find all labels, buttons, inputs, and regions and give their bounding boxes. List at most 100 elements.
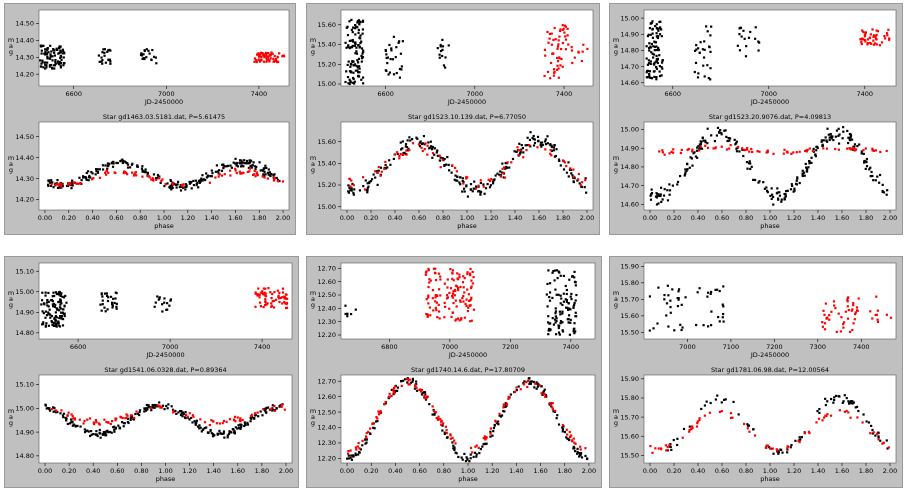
data-point-red — [771, 447, 774, 450]
data-point-red — [872, 431, 875, 434]
data-point-red — [451, 292, 455, 295]
data-point-black — [188, 418, 191, 421]
data-point-black — [557, 326, 560, 330]
data-point-black — [700, 147, 704, 150]
data-point-black — [879, 439, 882, 442]
data-point-black — [51, 295, 54, 298]
data-point-red — [113, 171, 116, 174]
data-point-red — [276, 289, 279, 292]
data-point-black — [422, 134, 426, 138]
data-point-red — [172, 411, 175, 414]
data-point-red — [278, 52, 281, 55]
y-tick-label: 15.90 — [620, 375, 639, 383]
data-point-red — [875, 29, 878, 32]
x-tick-label: 0.40 — [691, 467, 705, 475]
data-point-red — [439, 278, 442, 281]
data-point-black — [829, 132, 832, 136]
data-point-black — [885, 193, 888, 196]
data-point-black — [754, 37, 757, 40]
data-point-red — [363, 188, 367, 191]
data-point-black — [71, 184, 74, 187]
data-point-black — [503, 410, 506, 413]
data-point-black — [245, 161, 248, 165]
data-point-black — [430, 145, 433, 148]
data-point-red — [446, 286, 449, 289]
data-point-red — [573, 56, 576, 59]
data-point-red — [393, 153, 396, 156]
data-point-red — [825, 414, 828, 418]
data-point-red — [852, 303, 855, 307]
data-point-red — [549, 77, 552, 80]
data-point-red — [432, 309, 435, 312]
data-point-red — [703, 414, 706, 417]
data-point-red — [275, 59, 278, 62]
y-tick-label: 12.40 — [317, 424, 336, 432]
data-point-black — [728, 139, 731, 142]
data-point-black — [47, 311, 50, 314]
data-point-black — [45, 53, 49, 56]
data-point-red — [156, 404, 159, 407]
x-tick-label: 1.20 — [787, 467, 801, 475]
data-point-black — [826, 140, 829, 143]
data-point-black — [473, 180, 476, 183]
data-point-black — [707, 76, 710, 80]
data-point-black — [548, 299, 552, 302]
data-point-black — [547, 329, 550, 332]
data-point-red — [441, 158, 444, 161]
y-tick-label: 14.70 — [620, 63, 639, 71]
chart-panel-6: 15.50 15.60 15.70 15.80 15.90 7000 7100 7200 730… — [609, 256, 903, 488]
data-point-black — [118, 426, 121, 429]
data-point-black — [695, 149, 699, 152]
data-point-black — [786, 451, 789, 454]
data-point-red — [706, 146, 710, 149]
data-point-black — [190, 180, 193, 184]
data-point-red — [863, 35, 867, 38]
data-point-red — [439, 166, 442, 169]
data-point-black — [654, 25, 657, 28]
data-point-black — [679, 323, 682, 326]
data-point-black — [812, 147, 815, 151]
data-point-black — [207, 431, 210, 435]
data-point-red — [471, 451, 474, 454]
data-point-black — [573, 447, 576, 450]
data-point-black — [97, 54, 101, 57]
data-point-red — [121, 416, 124, 420]
data-point-black — [554, 269, 557, 272]
data-point-black — [103, 54, 106, 57]
data-point-black — [101, 433, 104, 436]
data-point-red — [283, 296, 287, 299]
data-point-black — [824, 397, 827, 400]
data-point-red — [470, 279, 473, 282]
data-point-red — [561, 65, 564, 68]
data-point-black — [100, 309, 103, 312]
data-point-black — [361, 444, 364, 447]
data-point-black — [273, 173, 276, 176]
data-point-black — [49, 57, 52, 60]
data-point-black — [106, 294, 109, 298]
data-point-black — [668, 193, 671, 196]
data-point-black — [666, 449, 669, 452]
data-point-black — [855, 405, 859, 408]
x-tick-label: 0.60 — [715, 467, 729, 475]
data-point-black — [694, 155, 698, 158]
x-tick-label: 2.00 — [279, 467, 293, 475]
data-point-red — [467, 293, 470, 296]
data-point-black — [266, 406, 270, 409]
data-point-black — [243, 162, 246, 165]
data-point-red — [519, 388, 522, 391]
data-point-black — [181, 415, 184, 418]
data-point-black — [85, 178, 88, 182]
data-point-black — [758, 180, 761, 183]
data-point-black — [349, 71, 353, 74]
data-point-red — [474, 445, 477, 448]
data-point-black — [478, 190, 481, 193]
data-point-black — [111, 306, 114, 309]
data-point-red — [71, 415, 74, 418]
data-point-black — [548, 295, 551, 299]
data-point-red — [570, 46, 573, 49]
y-tick-label: 14.80 — [620, 163, 639, 171]
data-point-red — [446, 297, 449, 300]
data-point-red — [668, 443, 671, 447]
points — [47, 157, 285, 192]
